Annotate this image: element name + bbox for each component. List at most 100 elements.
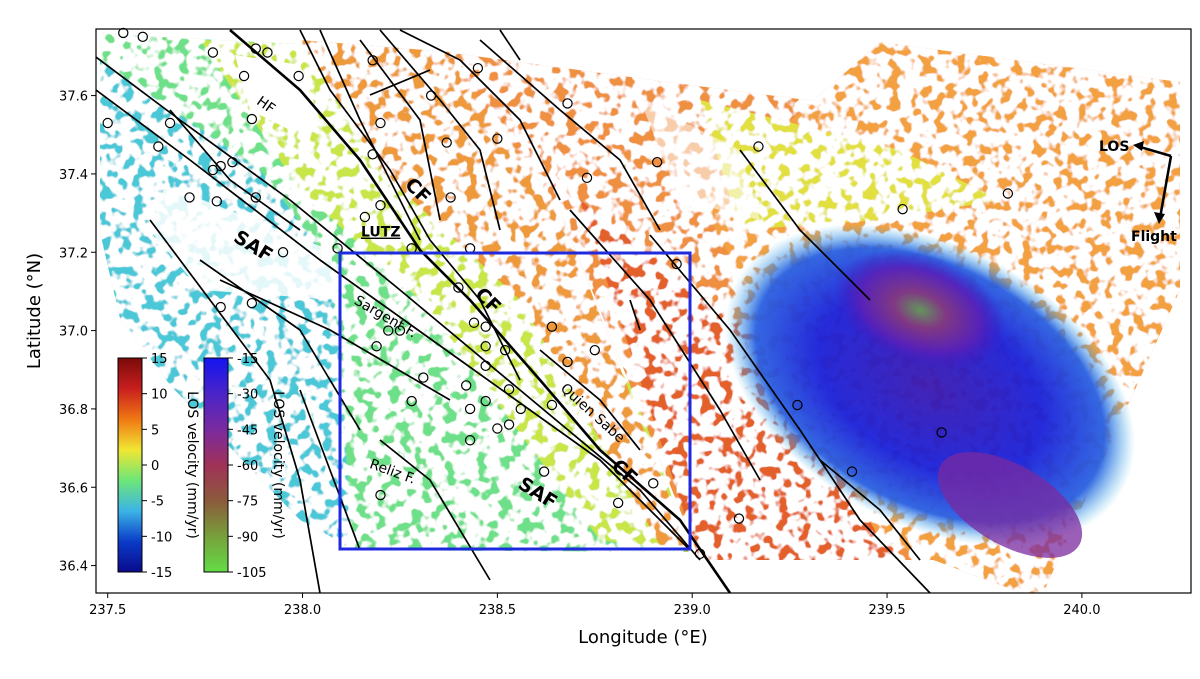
gps-station-marker xyxy=(262,47,273,58)
gps-station-marker xyxy=(250,192,261,203)
fault-trace xyxy=(379,439,491,581)
gps-station-marker xyxy=(246,113,258,125)
gps-station-marker xyxy=(612,497,624,509)
gps-station-marker xyxy=(503,384,515,395)
fault-trace xyxy=(299,389,361,551)
fault-trace xyxy=(649,234,931,593)
fault-trace xyxy=(629,299,641,331)
gps-station-marker xyxy=(589,344,600,356)
y-tick-label: 36.6 xyxy=(59,481,88,496)
flight-label: Flight xyxy=(1131,229,1177,245)
gps-station-marker xyxy=(753,141,764,152)
gps-station-marker xyxy=(293,70,304,82)
gap-bay xyxy=(235,55,320,130)
gps-station-marker xyxy=(453,282,464,293)
fault-trace xyxy=(739,149,871,301)
colorbar-tick-label: 5 xyxy=(151,423,159,438)
gps-station-marker xyxy=(792,399,803,411)
y-tick-label: 36.4 xyxy=(59,560,88,575)
study-area-box xyxy=(338,251,692,551)
gps-station-marker xyxy=(733,513,745,524)
fault-trace xyxy=(499,29,521,61)
fault-trace xyxy=(149,219,321,593)
gps-station-marker xyxy=(137,31,148,43)
gps-station-marker xyxy=(480,321,491,332)
x-tick-label: 237.5 xyxy=(89,603,126,618)
gps-station-marker xyxy=(472,62,484,74)
x-tick-label: 240.0 xyxy=(1063,603,1100,618)
swath-west-orange xyxy=(300,40,690,552)
gps-station-marker xyxy=(445,192,456,203)
flight-arrowhead xyxy=(1154,212,1165,224)
fault-lines xyxy=(96,29,931,593)
gps-stations xyxy=(102,27,1014,560)
fault-trace xyxy=(379,29,501,231)
gps-station-marker xyxy=(846,466,858,477)
gap-east xyxy=(640,100,760,220)
gps-station-marker xyxy=(538,466,550,477)
fault-label: LUTZ xyxy=(361,225,401,241)
x-tick-label: 238.5 xyxy=(479,603,516,618)
gps-station-marker xyxy=(246,297,258,309)
colorbars: 15 10 5 0 -5 -10 -15 -15 -30 -45 -60 -75 -90 -105 LO… xyxy=(117,352,286,581)
colorbar-los-velocity-deep-rect xyxy=(203,357,229,573)
fault-trace xyxy=(319,29,421,241)
los-arrowhead xyxy=(1133,141,1144,151)
colorbar-tick-label: 15 xyxy=(151,352,168,367)
y-axis-ticks: 36.4 36.6 36.8 37.0 37.2 37.4 37.6 xyxy=(59,90,96,575)
gps-station-marker xyxy=(503,419,515,430)
gps-station-marker xyxy=(375,117,386,129)
gap-valley xyxy=(150,185,340,300)
gps-station-marker xyxy=(425,90,437,101)
gps-station-marker xyxy=(562,98,573,109)
velocity-raster xyxy=(100,34,1180,593)
fault-trace xyxy=(199,259,361,431)
gps-station-marker xyxy=(102,117,113,129)
fault-trace xyxy=(359,39,441,221)
gps-station-marker xyxy=(406,395,417,407)
colorbar-tick-label: 10 xyxy=(151,388,168,403)
gps-station-marker xyxy=(897,203,908,215)
colorbar-tick-label: -15 xyxy=(151,566,172,581)
gps-station-marker xyxy=(153,141,164,152)
fault-trace xyxy=(96,89,691,551)
gps-station-marker xyxy=(238,70,250,82)
gps-station-marker xyxy=(250,43,261,54)
gps-station-marker xyxy=(277,247,289,258)
colorbar-tick-label: -60 xyxy=(237,459,258,474)
gps-station-marker xyxy=(492,133,503,144)
gps-station-marker xyxy=(215,301,226,313)
gps-station-marker xyxy=(464,435,476,446)
gps-station-marker xyxy=(546,399,558,411)
gps-station-marker xyxy=(227,156,238,168)
y-tick-label: 37.2 xyxy=(59,246,88,261)
colorbar-los-velocity-label: LOS velocity (mm/yr) xyxy=(184,391,200,539)
fault-trace xyxy=(399,29,561,201)
gps-station-marker xyxy=(515,403,526,415)
y-tick-label: 37.4 xyxy=(59,168,88,183)
gps-station-marker xyxy=(383,325,394,336)
gps-station-marker xyxy=(375,200,386,211)
colorbar-tick-label: -15 xyxy=(237,352,258,367)
fault-trace xyxy=(539,349,641,451)
fault-trace xyxy=(569,209,761,481)
gps-station-marker xyxy=(648,478,659,489)
gps-station-marker xyxy=(480,395,491,407)
gps-station-marker xyxy=(211,196,223,207)
colorbar-tick-label: 0 xyxy=(151,459,159,474)
colorbar-los-velocity-ticks: 15 10 5 0 -5 -10 -15 xyxy=(142,352,172,581)
gps-station-marker xyxy=(562,356,573,368)
gps-station-marker xyxy=(492,423,503,434)
x-tick-label: 239.5 xyxy=(868,603,905,618)
gps-station-marker xyxy=(694,548,706,560)
colorbar-tick-label: -45 xyxy=(237,423,258,438)
gps-station-marker xyxy=(332,243,343,254)
gps-station-marker xyxy=(367,149,378,160)
gps-station-marker xyxy=(118,27,129,39)
gps-station-marker xyxy=(480,360,491,372)
x-tick-label: 238.0 xyxy=(284,603,321,618)
x-axis-ticks: 237.5 238.0 238.5 239.0 239.5 240.0 xyxy=(89,593,1100,618)
gps-station-marker xyxy=(936,427,947,438)
